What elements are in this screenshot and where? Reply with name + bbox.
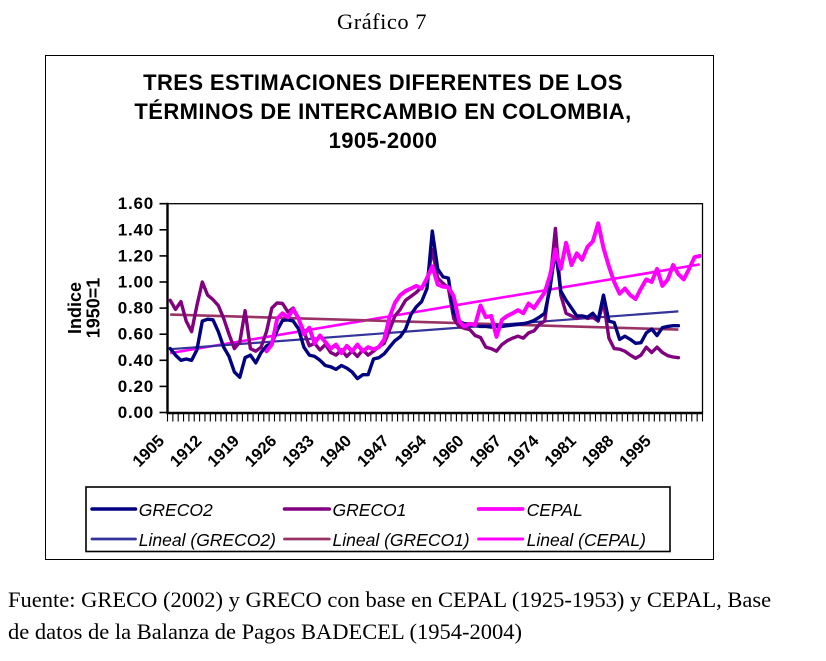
svg-text:1960: 1960 [429,432,468,471]
svg-text:CEPAL: CEPAL [527,500,583,520]
svg-text:1954: 1954 [391,431,430,470]
svg-text:1950=1: 1950=1 [84,278,104,339]
svg-text:1933: 1933 [279,432,318,471]
svg-text:1.40: 1.40 [118,220,154,239]
svg-text:1981: 1981 [541,432,580,471]
svg-text:0.60: 0.60 [118,325,154,344]
svg-text:0.00: 0.00 [118,403,154,422]
svg-text:Lineal (GRECO1): Lineal (GRECO1) [333,530,470,550]
svg-text:0.20: 0.20 [118,377,154,396]
svg-text:1967: 1967 [466,432,505,471]
svg-text:1.60: 1.60 [118,194,154,213]
svg-text:0.40: 0.40 [118,351,154,370]
svg-text:1947: 1947 [354,432,393,471]
svg-text:1974: 1974 [504,431,543,470]
svg-text:1926: 1926 [242,432,281,471]
svg-text:1940: 1940 [317,432,356,471]
svg-text:Lineal (CEPAL): Lineal (CEPAL) [527,530,646,550]
svg-text:1988: 1988 [579,432,618,471]
svg-text:Indice: Indice [65,282,85,334]
svg-text:1919: 1919 [204,432,243,471]
svg-text:GRECO1: GRECO1 [333,500,407,520]
svg-text:1995: 1995 [616,432,655,471]
svg-text:Lineal (GRECO2): Lineal (GRECO2) [139,530,276,550]
svg-text:GRECO2: GRECO2 [139,500,213,520]
svg-text:1.00: 1.00 [118,273,154,292]
svg-text:0.80: 0.80 [118,299,154,318]
svg-text:1905: 1905 [129,432,168,471]
svg-text:1.20: 1.20 [118,246,154,265]
svg-text:1912: 1912 [167,432,206,471]
